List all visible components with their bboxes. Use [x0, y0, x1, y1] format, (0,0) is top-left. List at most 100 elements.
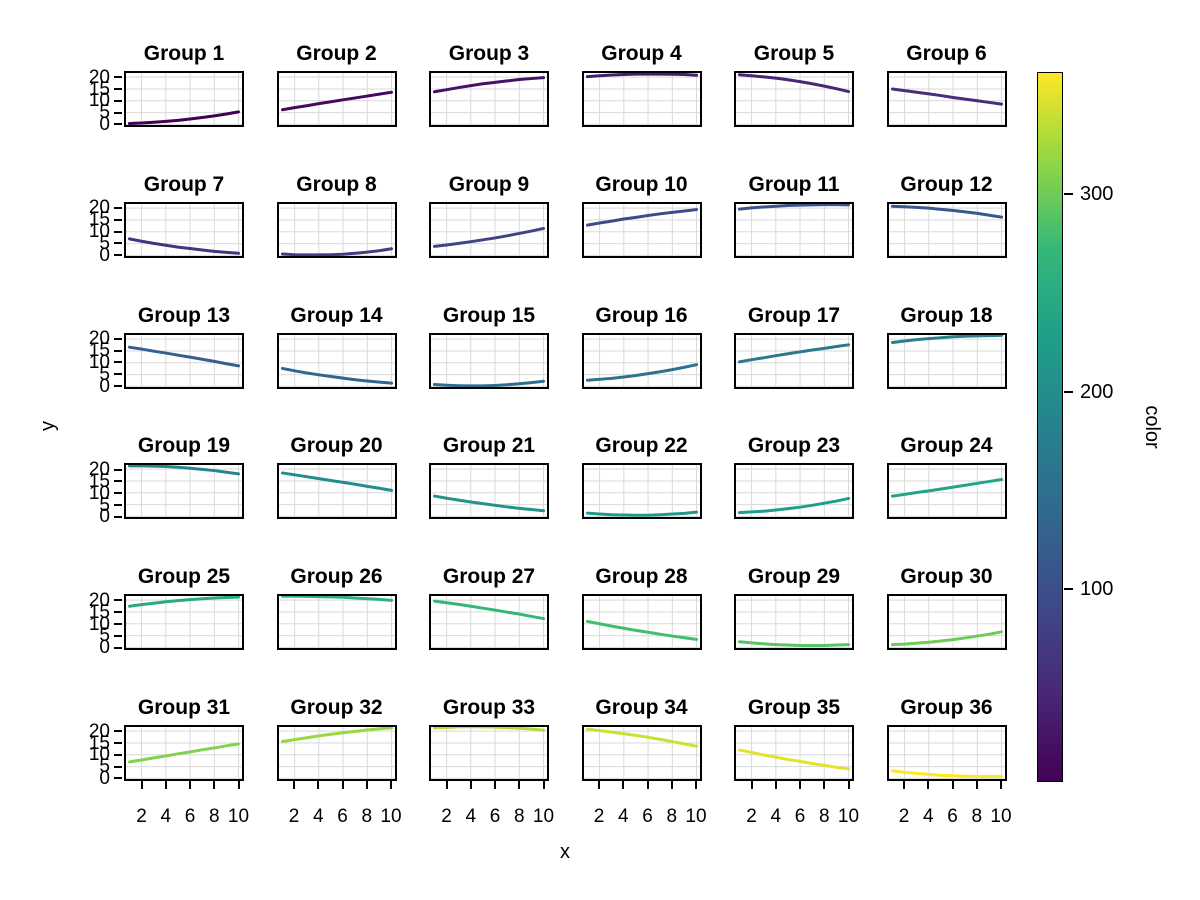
y-tick-mark: [114, 242, 122, 245]
facet-plot: [126, 727, 242, 779]
facet-panel: [734, 71, 854, 127]
facet-plot: [278, 73, 395, 125]
facet-panel: [581, 71, 702, 127]
facet-plot: [431, 73, 547, 125]
facet-plot: [736, 465, 852, 518]
colorbar-tick-mark: [1064, 390, 1073, 393]
x-tick-mark: [390, 781, 392, 789]
facet-panel: [734, 594, 854, 651]
x-tick-label: 8: [666, 806, 678, 827]
y-tick-mark: [114, 468, 122, 471]
y-tick-mark: [114, 254, 122, 257]
trend-line: [890, 204, 1003, 219]
x-tick-mark: [670, 781, 673, 789]
facet-title: Group 27: [442, 565, 536, 589]
y-tick-label: 10: [88, 351, 110, 373]
x-tick-label: 4: [618, 806, 629, 827]
x-tick-label: 2: [746, 806, 757, 827]
y-tick-label: 5: [99, 102, 110, 124]
x-tick-label: 10: [990, 806, 1012, 827]
trend-line: [280, 366, 393, 385]
x-tick-label: 10: [532, 806, 555, 827]
facet-title: Group 16: [595, 303, 688, 327]
y-tick-label: 15: [88, 340, 110, 362]
facet-plot: [583, 203, 700, 256]
facet-plot: [736, 334, 852, 387]
facet-panel: [429, 594, 549, 651]
facet-plot: [431, 203, 547, 256]
x-tick-label: 2: [288, 806, 300, 827]
trend-line: [890, 334, 1003, 344]
facet-panel: [581, 594, 702, 651]
x-tick-mark: [903, 781, 906, 789]
facet-panel: [124, 594, 244, 651]
facet-plot: [888, 203, 1005, 256]
trend-line: [890, 769, 1003, 779]
x-tick-label: 10: [837, 806, 860, 827]
y-tick-mark: [114, 777, 122, 780]
y-tick-label: 20: [88, 589, 110, 611]
x-tick-label: 8: [819, 806, 830, 827]
facet-title: Group 2: [296, 42, 377, 65]
x-tick-label: 6: [184, 806, 196, 827]
facet-title: Group 20: [290, 434, 383, 458]
trend-line: [585, 727, 698, 748]
y-tick-mark: [114, 206, 122, 209]
trend-line: [585, 362, 698, 382]
facet-panel: [124, 332, 244, 389]
trend-line: [280, 727, 393, 744]
y-tick-mark: [114, 123, 122, 126]
facet-title: Group 29: [747, 565, 841, 589]
facet-plot: [888, 334, 1005, 387]
x-tick-mark: [164, 781, 167, 789]
facet-panel: [734, 463, 854, 520]
x-tick-label: 8: [361, 806, 373, 827]
facet-plot: [126, 334, 242, 387]
facet-plot: [278, 727, 395, 779]
y-tick-mark: [114, 385, 122, 387]
y-tick-label: 15: [88, 601, 110, 623]
trend-line: [890, 478, 1003, 498]
colorbar-tick-label: 200: [1080, 380, 1114, 403]
x-tick-label: 10: [380, 806, 402, 827]
x-tick-mark: [365, 781, 368, 789]
facet-title: Group 17: [747, 303, 841, 327]
x-tick-mark: [341, 781, 344, 789]
facet-plot: [888, 727, 1005, 779]
facet-panel: [124, 725, 244, 781]
facet-panel: [581, 725, 702, 781]
facet-panel: [886, 463, 1007, 520]
y-tick-mark: [114, 765, 122, 768]
y-tick-label: 5: [99, 756, 110, 778]
facet-title: Group 5: [753, 42, 835, 65]
x-tick-mark: [494, 781, 497, 789]
x-tick-label: 6: [642, 806, 653, 827]
x-tick-label: 8: [514, 806, 525, 827]
facet-panel: [886, 594, 1007, 651]
trend-line: [280, 596, 393, 603]
y-tick-label: 20: [88, 66, 110, 88]
facet-panel: [581, 332, 702, 389]
facet-title: Group 30: [900, 565, 993, 589]
y-tick-label: 0: [99, 506, 110, 528]
facet-panel: [429, 725, 549, 781]
x-tick-mark: [542, 781, 545, 789]
x-tick-mark: [927, 781, 930, 789]
y-tick-label: 10: [88, 744, 110, 766]
y-tick-label: 10: [88, 221, 110, 243]
facet-panel: [429, 71, 549, 127]
facet-panel: [734, 201, 854, 258]
x-tick-label: 4: [313, 806, 324, 827]
trend-line: [737, 640, 851, 648]
y-tick-label: 0: [99, 375, 110, 397]
x-tick-mark: [445, 781, 448, 789]
x-tick-label: 2: [441, 806, 452, 827]
trend-line: [432, 727, 546, 732]
x-tick-label: 4: [465, 806, 477, 827]
facet-plot: [583, 465, 700, 518]
x-tick-mark: [823, 781, 826, 789]
x-tick-mark: [951, 781, 954, 789]
x-tick-label: 8: [971, 806, 983, 827]
y-tick-label: 10: [88, 90, 110, 112]
